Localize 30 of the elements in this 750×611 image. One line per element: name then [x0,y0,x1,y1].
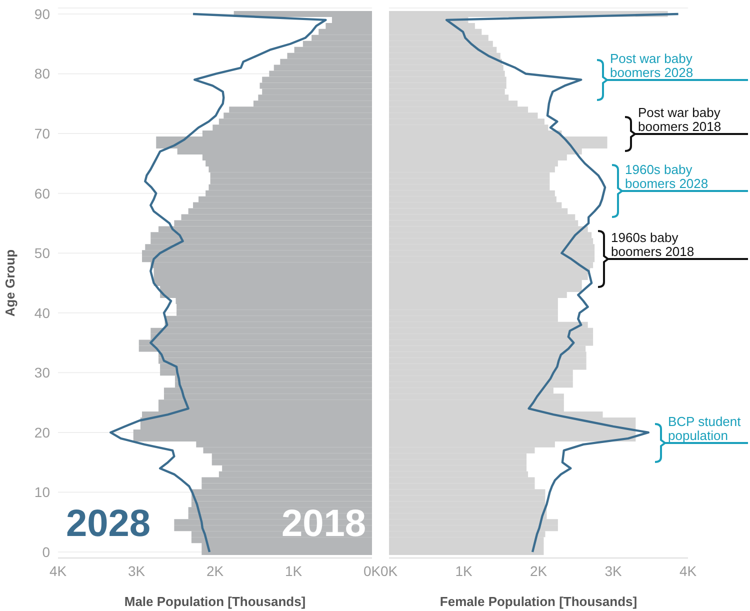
y-tick-label: 50 [34,245,50,262]
y-tick-label: 70 [34,126,50,142]
x-tick-label: 2K [530,562,548,579]
annotation: 1960s baby boomers 2018 [611,230,694,259]
y-tick-label: 80 [34,66,50,82]
x-tick-label: 2K [206,562,224,579]
y-tick-label: 10 [34,484,50,500]
y-tick-label: 60 [34,185,50,202]
y-tick-label: 40 [34,304,50,321]
x-tick-label: 4K [49,562,68,579]
series-label: 2018 [281,503,366,545]
x-axis-title: Female Population [Thousands] [440,594,638,609]
annotation: Post war baby boomers 2018 [638,105,722,134]
annotation: Post war baby boomers 2028 [610,51,694,80]
y-tick-label: 20 [34,424,50,440]
y-tick-label: 90 [34,6,50,22]
annotation: BCP student population [668,414,742,443]
series-label: 2028 [66,503,151,545]
annotation: 1960s baby boomers 2028 [625,162,708,191]
y-axis-title: Age Group [2,249,18,317]
x-tick-label: 3K [128,562,146,579]
y-tick-label: 0 [42,544,50,560]
x-tick-label: 0K [380,562,398,579]
x-tick-label: 4K [679,562,698,579]
x-tick-label: 0K [363,562,382,579]
x-tick-label: 1K [284,562,303,579]
y-tick-label: 30 [34,364,50,381]
x-axis-title: Male Population [Thousands] [124,594,306,609]
x-tick-label: 1K [455,562,473,579]
x-tick-label: 3K [604,562,622,579]
